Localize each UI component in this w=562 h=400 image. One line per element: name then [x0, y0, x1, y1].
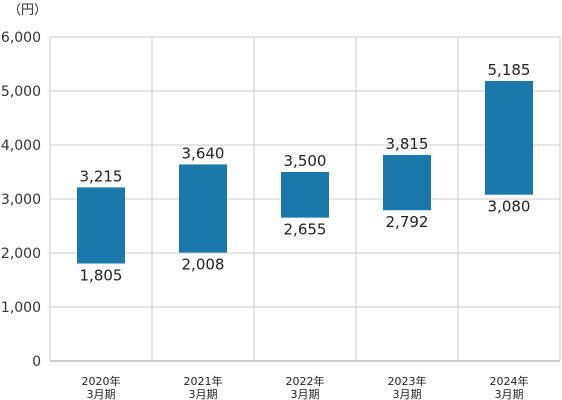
range-bar — [485, 81, 533, 195]
y-tick-label: 2,000 — [1, 246, 41, 262]
data-labels: 3,215 1,805 3,640 2,008 3,500 2,655 3,815 2,792… — [80, 61, 531, 285]
range-bar — [179, 164, 227, 253]
x-tick-label: 2021年 — [184, 374, 223, 388]
x-tick-label: 2022年 — [286, 374, 325, 388]
range-bar — [383, 154, 431, 211]
grid — [49, 36, 561, 362]
x-tick-label: 2020年 — [82, 374, 121, 388]
low-value-label: 1,805 — [80, 267, 123, 285]
x-tick-label: 3月期 — [495, 388, 524, 400]
high-value-label: 5,185 — [488, 61, 531, 79]
y-tick-label: 6,000 — [1, 30, 41, 46]
low-value-label: 2,655 — [284, 221, 327, 239]
y-tick-label: 0 — [32, 354, 41, 370]
high-value-label: 3,640 — [182, 144, 225, 162]
y-tick-label: 5,000 — [1, 84, 41, 100]
y-tick-label: 1,000 — [1, 300, 41, 316]
range-bar — [281, 172, 329, 218]
low-value-label: 2,792 — [386, 213, 429, 231]
y-tick-label: 4,000 — [1, 138, 41, 154]
x-tick-label: 3月期 — [87, 388, 116, 400]
x-tick-label: 3月期 — [189, 388, 218, 400]
high-value-label: 3,500 — [284, 152, 327, 170]
x-tick-label: 2023年 — [388, 374, 427, 388]
high-value-label: 3,215 — [80, 167, 123, 185]
x-tick-label: 3月期 — [393, 388, 422, 400]
y-axis-unit-label: （円） — [8, 3, 47, 18]
range-bar — [77, 187, 125, 264]
y-axis-ticks: 0 1,000 2,000 3,000 4,000 5,000 6,000 — [1, 30, 41, 370]
low-value-label: 3,080 — [488, 198, 531, 216]
low-value-label: 2,008 — [182, 256, 225, 274]
y-tick-label: 3,000 — [1, 192, 41, 208]
high-value-label: 3,815 — [386, 135, 429, 153]
x-tick-label: 2024年 — [490, 374, 529, 388]
x-tick-label: 3月期 — [291, 388, 320, 400]
bars — [77, 81, 533, 264]
